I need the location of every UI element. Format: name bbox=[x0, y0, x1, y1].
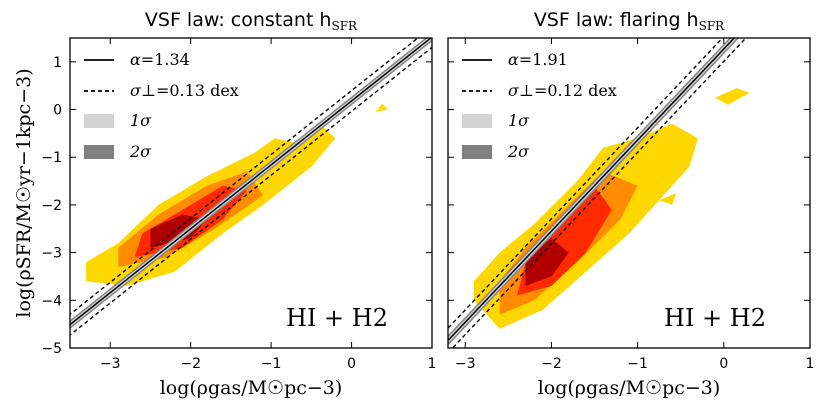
y-tick-label: −2 bbox=[41, 198, 62, 214]
x-tick-label: −1 bbox=[261, 356, 282, 372]
x-tick-label: −3 bbox=[100, 356, 121, 372]
x-tick-label: 0 bbox=[347, 356, 356, 372]
fit-band-1sigma bbox=[448, 38, 738, 344]
x-tick-label: 0 bbox=[719, 356, 728, 372]
scatter-line-lower bbox=[451, 38, 747, 348]
fit-band-2sigma bbox=[448, 38, 740, 346]
fit-line bbox=[70, 38, 432, 326]
legend-2sigma-swatch bbox=[84, 145, 114, 159]
legend-1sigma-label: 1σ bbox=[508, 111, 530, 130]
plot-area bbox=[70, 38, 432, 336]
y-tick-label: −1 bbox=[41, 150, 62, 166]
phase-annotation: HI + H2 bbox=[286, 304, 388, 332]
y-axis-label: log(ρSFR/M☉yr−1kpc−3) bbox=[13, 68, 35, 317]
y-tick-label: −4 bbox=[41, 293, 62, 309]
y-tick-label: −3 bbox=[41, 246, 62, 262]
legend-scatter-label: σ⊥=0.12 dex bbox=[508, 81, 617, 100]
x-tick-label: −3 bbox=[455, 356, 476, 372]
legend-fit-label: α=1.34 bbox=[130, 50, 190, 69]
scatter-line-upper bbox=[448, 38, 724, 330]
fit-line bbox=[448, 38, 736, 342]
scatter-line-lower bbox=[70, 46, 432, 336]
y-tick-label: −5 bbox=[41, 341, 62, 357]
axes-frame bbox=[69, 37, 433, 349]
x-tick-label: 1 bbox=[428, 356, 437, 372]
x-axis-label: log(ρgas/M☉pc−3) bbox=[160, 377, 343, 399]
contour-patch-outer bbox=[375, 103, 388, 112]
panel-constant-hsfr: −3 −2 −1 0 1 −5 −4 −3 −2 −1 0 1 VSF law: constant hS… bbox=[13, 9, 437, 399]
contour-patch-outer bbox=[659, 193, 677, 205]
x-tick-label: −1 bbox=[627, 356, 648, 372]
legend-1sigma-swatch bbox=[84, 114, 114, 128]
legend-2sigma-label: 2σ bbox=[507, 142, 530, 161]
y-tick-label: 0 bbox=[53, 103, 62, 119]
chart-title: VSF law: flaring hSFR bbox=[534, 9, 725, 33]
chart-title: VSF law: constant hSFR bbox=[145, 9, 358, 33]
legend-2sigma-swatch bbox=[462, 145, 492, 159]
x-tick-label: −2 bbox=[541, 356, 562, 372]
legend-1sigma-label: 1σ bbox=[130, 111, 152, 130]
contour-patch-outer bbox=[715, 88, 750, 105]
legend-2sigma-label: 2σ bbox=[129, 142, 152, 161]
legend-1sigma-swatch bbox=[462, 114, 492, 128]
phase-annotation: HI + H2 bbox=[664, 304, 766, 332]
x-tick-label: 1 bbox=[806, 356, 815, 372]
legend-fit-label: α=1.91 bbox=[508, 50, 568, 69]
scatter-line-upper bbox=[70, 38, 419, 316]
legend-scatter-label: σ⊥=0.13 dex bbox=[130, 81, 239, 100]
y-tick-label: 1 bbox=[53, 55, 62, 71]
axes-frame bbox=[447, 37, 811, 349]
x-tick-label: −2 bbox=[180, 356, 201, 372]
panel-flaring-hsfr: −3 −2 −1 0 1 VSF law: flaring hSFR log(ρgas/M☉… bbox=[447, 9, 815, 399]
fit-band-1sigma bbox=[70, 38, 432, 328]
x-axis-label: log(ρgas/M☉pc−3) bbox=[538, 377, 721, 399]
plot-area bbox=[448, 38, 750, 348]
